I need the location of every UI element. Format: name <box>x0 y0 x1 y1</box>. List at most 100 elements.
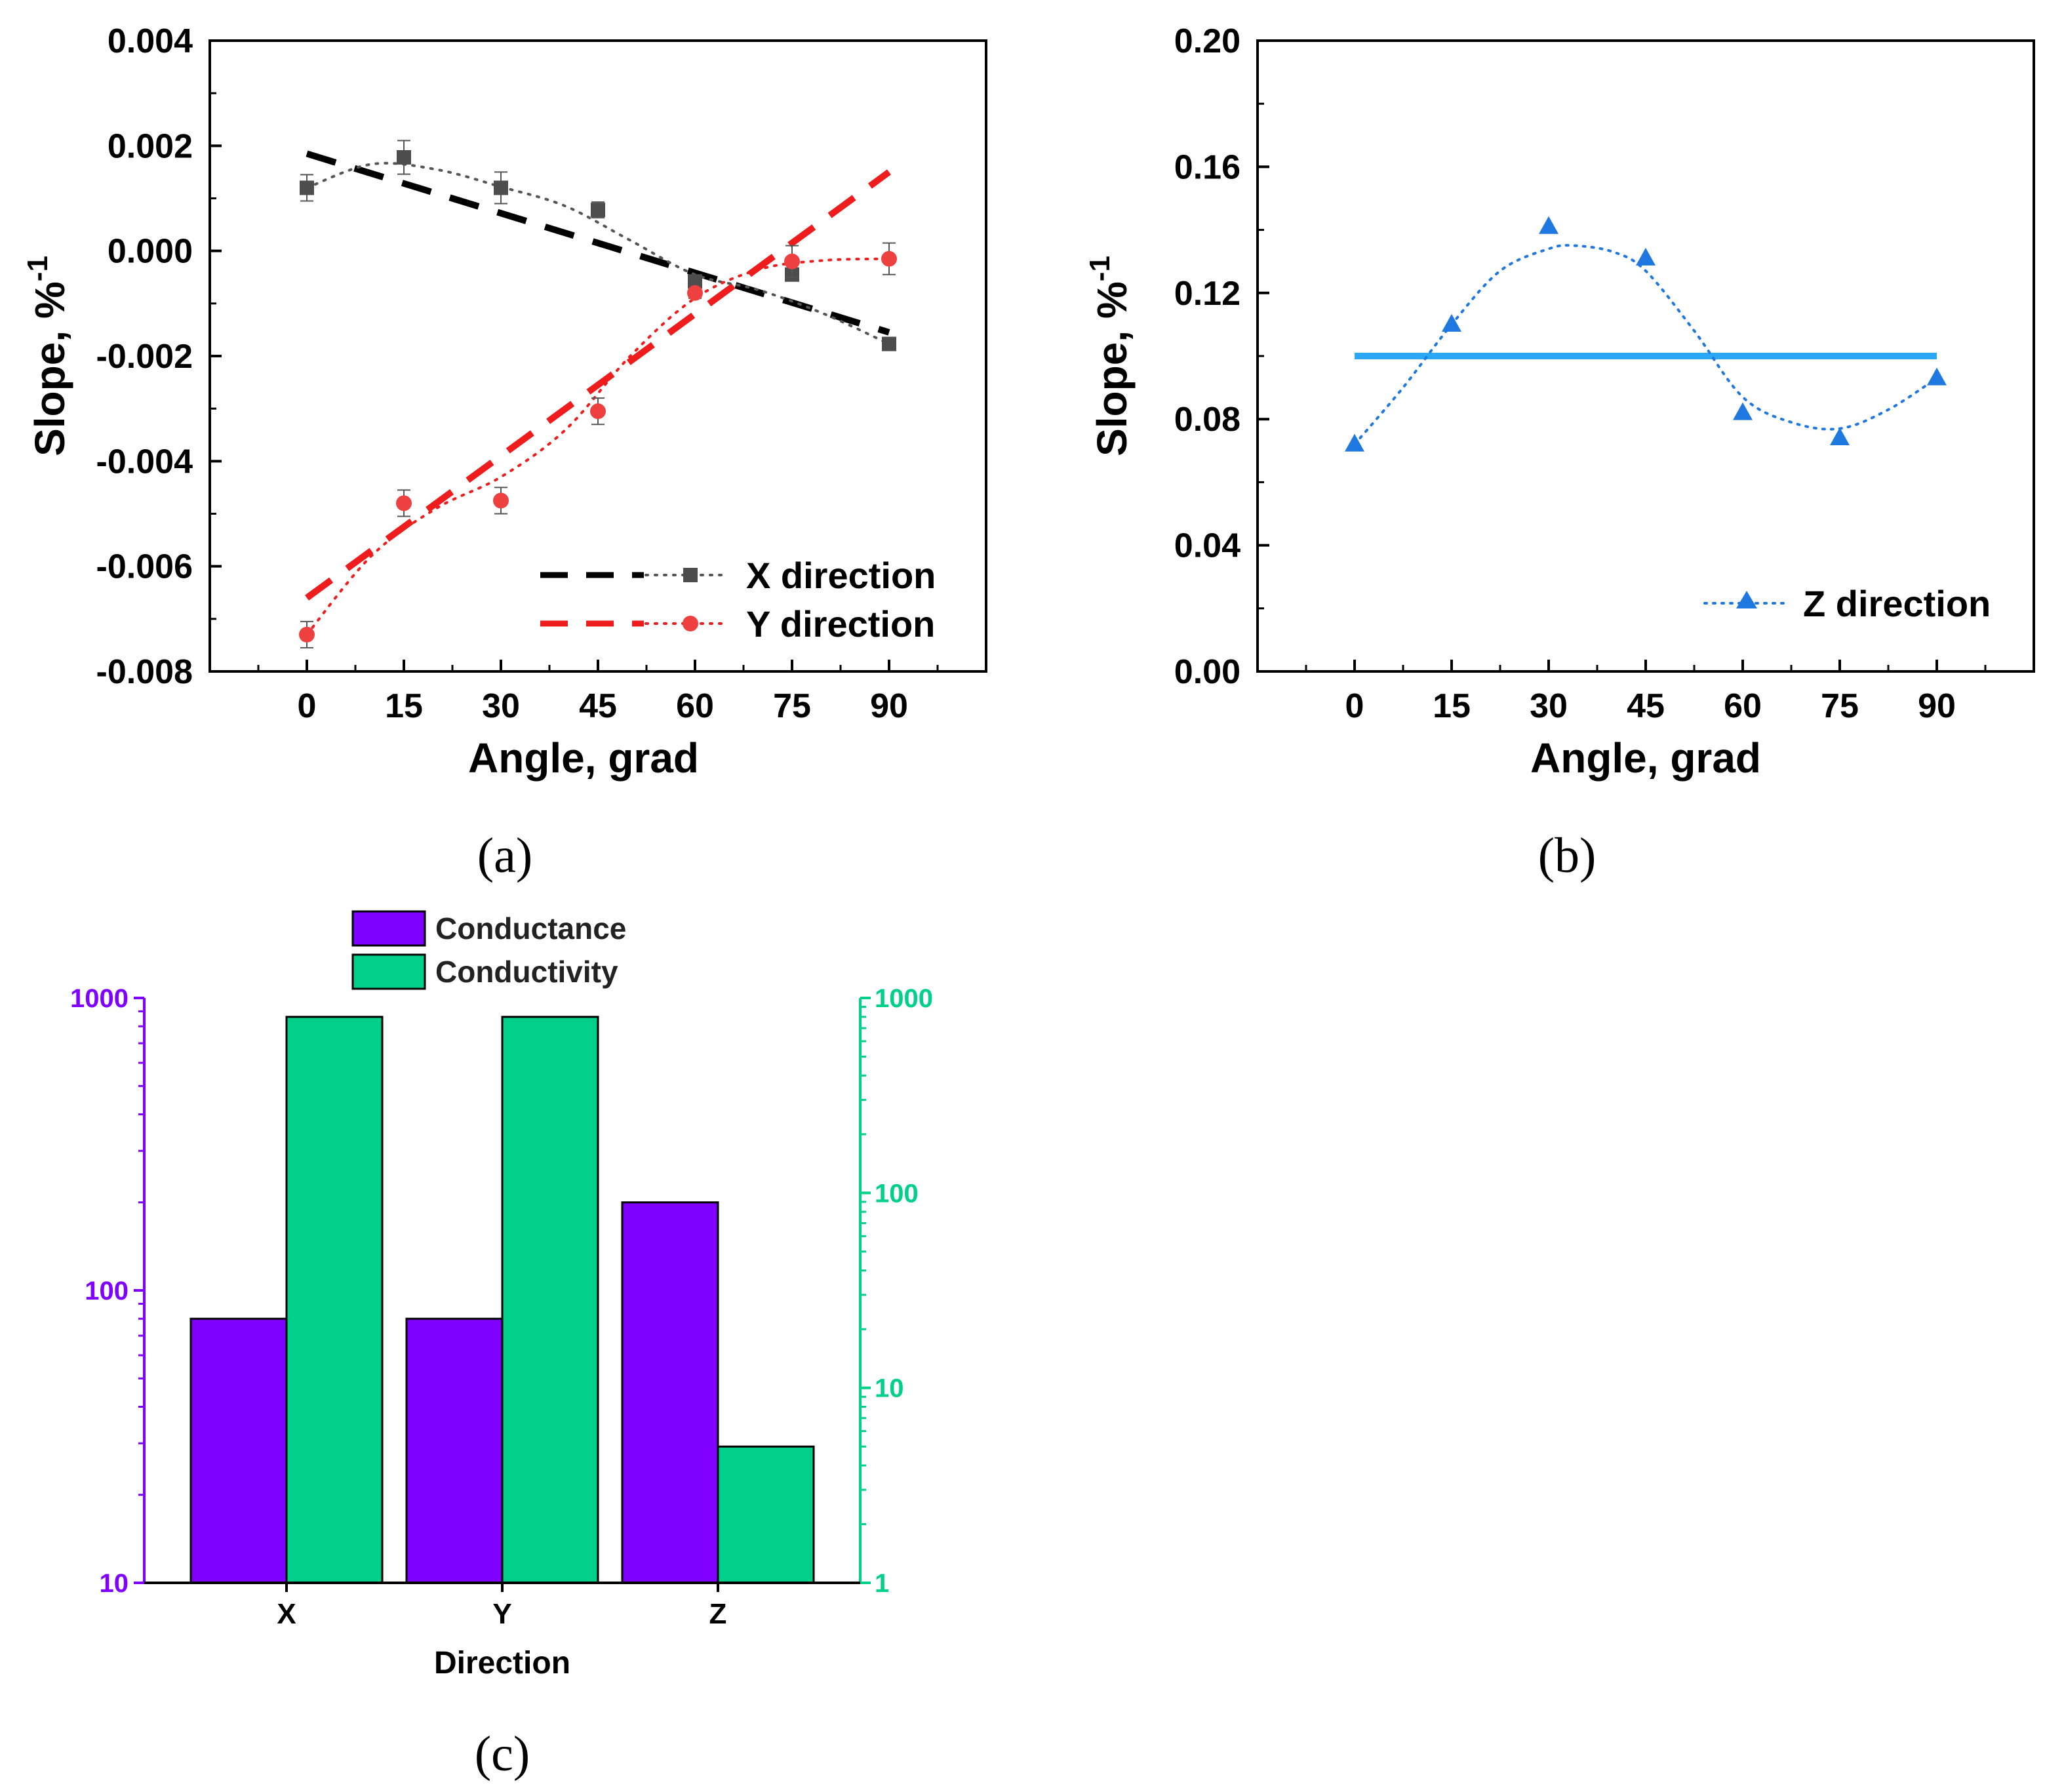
series-y-smooth-curve <box>306 257 890 636</box>
right-y-tick-label: 1000 <box>875 984 933 1013</box>
series-z-point <box>1927 367 1947 386</box>
x-tick-label: 75 <box>1821 687 1859 725</box>
x-tick-label: 30 <box>1530 687 1568 725</box>
series-x-point <box>397 149 411 165</box>
series-y-point <box>590 403 606 420</box>
panel-a-caption: (a) <box>477 828 532 883</box>
x-tick-label: 30 <box>482 687 520 725</box>
x-tick-label: 75 <box>773 687 811 725</box>
y-tick-label: 0.16 <box>1174 148 1240 186</box>
series-x-point <box>591 203 605 218</box>
legend-z-marker <box>1736 591 1757 608</box>
series-y-point <box>493 492 509 509</box>
series-y-point <box>881 250 897 267</box>
y-tick-label: -0.006 <box>96 548 193 586</box>
panel-c-x-axis-title: Direction <box>434 1646 570 1681</box>
bar-conductivity-x <box>285 1016 384 1584</box>
panel-a-slope-xy-chart: 0 15 30 45 60 75 90 -0.008 -0.006 -0.004 -0.002 0.… <box>22 22 987 883</box>
bar-conductance-y <box>405 1317 504 1584</box>
legend-entry-y-direction: Y direction <box>540 603 935 645</box>
x-tick-label: 15 <box>1433 687 1471 725</box>
legend-x-marker <box>683 568 698 582</box>
series-x-point <box>882 336 896 351</box>
y-tick-label: -0.004 <box>96 443 193 481</box>
panel-b-y-axis-label: Slope, % <box>1088 281 1136 456</box>
series-y-point <box>396 495 412 511</box>
legend-conductivity-label: Conductivity <box>435 955 618 989</box>
panel-c-conductance-bar-chart: 10 100 1000 1 10 100 1000 X Y Z Direction Condu… <box>70 910 933 1782</box>
y-tick-label: 0.002 <box>108 127 193 165</box>
series-y-point <box>299 626 315 643</box>
legend-y-marker <box>683 616 698 631</box>
y-tick-label: 0.000 <box>108 233 193 271</box>
series-z-point <box>1345 433 1364 452</box>
series-y-point <box>687 285 703 301</box>
bar-conductivity-z <box>717 1445 815 1584</box>
legend-y-direction-label: Y direction <box>746 603 935 645</box>
panel-a-y-axis-superscript: -1 <box>22 256 54 281</box>
series-z-point <box>1636 247 1656 266</box>
series-y-point <box>784 253 800 269</box>
series-z-point <box>1733 402 1753 420</box>
y-tick-label: 0.04 <box>1174 527 1240 565</box>
panel-b-slope-z-chart: 0 15 30 45 60 75 90 0.00 0.04 0.08 0.12 0.16 0.20 A… <box>1084 22 2035 883</box>
x-tick-label: 45 <box>1627 687 1665 725</box>
x-tick-label: 45 <box>579 687 617 725</box>
legend-conductance-label: Conductance <box>435 911 626 946</box>
y-tick-label: 0.12 <box>1174 275 1240 313</box>
left-y-tick-label: 100 <box>85 1277 129 1305</box>
series-x-point <box>688 274 702 289</box>
y-tick-label: 0.004 <box>108 22 193 60</box>
y-tick-label: 0.08 <box>1174 401 1240 439</box>
legend-conductivity-swatch <box>351 953 426 990</box>
bar-conductivity-y <box>501 1016 599 1584</box>
x-tick-label: 90 <box>1918 687 1956 725</box>
series-z-point <box>1830 428 1850 446</box>
x-tick-label: 0 <box>298 687 317 725</box>
legend-z-direction-label: Z direction <box>1803 583 1991 624</box>
legend-x-direction-label: X direction <box>746 555 936 596</box>
series-x-point <box>300 180 314 195</box>
x-tick-label: 15 <box>385 687 423 725</box>
panel-a-y-axis-label: Slope, % <box>26 281 73 456</box>
bar-conductance-z <box>621 1201 719 1584</box>
legend-entry-x-direction: X direction <box>540 555 936 596</box>
series-y-linear-fit <box>305 169 891 601</box>
panel-b-y-axis-superscript: -1 <box>1084 256 1116 281</box>
x-tick-label: 90 <box>870 687 908 725</box>
y-tick-label: -0.008 <box>96 653 193 691</box>
panel-a-legend: X direction Y direction <box>540 555 936 645</box>
panel-b-x-axis-title: Angle, grad <box>1530 734 1761 782</box>
panel-c-caption: (c) <box>475 1726 530 1782</box>
x-tick-label: Z <box>709 1598 727 1630</box>
series-z-point <box>1442 313 1461 332</box>
panel-b-y-axis-title: Slope, %-1 <box>1084 256 1136 456</box>
x-tick-label: 0 <box>1345 687 1364 725</box>
panel-b-caption: (b) <box>1538 828 1597 883</box>
left-y-tick-label: 1000 <box>70 984 129 1013</box>
svg-text:Slope, %-1: Slope, %-1 <box>1084 256 1136 456</box>
bar-conductance-x <box>189 1317 288 1584</box>
x-tick-label: 60 <box>1724 687 1762 725</box>
right-y-tick-label: 10 <box>875 1374 904 1403</box>
series-z-smooth-curve <box>1353 244 1938 446</box>
x-tick-label: X <box>277 1598 296 1630</box>
series-x-linear-fit <box>306 150 890 336</box>
series-z-point <box>1539 216 1558 234</box>
y-tick-label: -0.002 <box>96 338 193 376</box>
right-y-tick-label: 100 <box>875 1179 919 1208</box>
panel-c-legend: Conductance Conductivity <box>351 910 626 990</box>
series-x-smooth-curve <box>306 161 890 346</box>
right-y-tick-label: 1 <box>875 1569 889 1598</box>
left-y-tick-label: 10 <box>100 1569 129 1598</box>
series-x-point <box>494 180 508 195</box>
x-tick-label: 60 <box>676 687 714 725</box>
panel-a-y-axis-title: Slope, %-1 <box>22 256 73 456</box>
svg-text:Slope, %-1: Slope, %-1 <box>22 256 73 456</box>
panel-b-legend: Z direction <box>1703 583 1991 624</box>
panel-a-x-axis-title: Angle, grad <box>468 734 699 782</box>
y-tick-label: 0.00 <box>1174 653 1240 691</box>
legend-conductance-swatch <box>351 910 426 947</box>
x-tick-label: Y <box>492 1598 511 1630</box>
